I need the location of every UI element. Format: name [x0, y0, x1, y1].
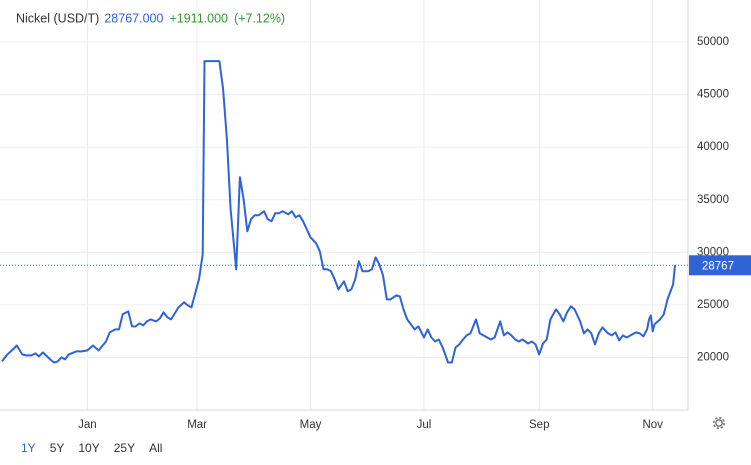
y-tick-label: 50000	[697, 36, 729, 48]
range-button[interactable]: 1Y	[21, 441, 36, 455]
chart-title: Nickel (USD/T)	[16, 11, 99, 25]
range-selector: 1Y 5Y 10Y 25Y All	[14, 441, 169, 455]
settings-button[interactable]	[710, 414, 728, 432]
range-button[interactable]: 10Y	[78, 441, 100, 455]
last-price-label: 28767	[702, 260, 734, 272]
chart: Nickel (USD/T) 28767.000 +1911.000 (+7.1…	[0, 0, 751, 431]
quote-change-percent: (+7.12%)	[234, 11, 285, 25]
price-line	[1, 60, 676, 364]
y-tick-label: 30000	[697, 246, 729, 258]
y-tick-label: 40000	[697, 141, 729, 153]
x-tick-label: Jan	[78, 419, 97, 431]
range-button[interactable]: All	[149, 441, 163, 455]
x-tick-label: Mar	[187, 419, 207, 431]
quote-price: 28767.000	[104, 11, 163, 25]
range-button[interactable]: 5Y	[49, 441, 65, 455]
y-tick-label: 20000	[697, 351, 729, 363]
x-tick-label: Jul	[417, 419, 432, 431]
quote-change: +1911.000	[169, 11, 228, 25]
y-tick-label: 25000	[697, 299, 729, 311]
last-price-badge	[689, 255, 751, 276]
y-tick-label: 45000	[697, 89, 729, 101]
x-tick-label: Nov	[642, 419, 663, 431]
range-button[interactable]: 25Y	[113, 441, 136, 455]
x-tick-label: Sep	[529, 419, 549, 431]
y-tick-label: 35000	[697, 194, 729, 206]
x-tick-label: May	[300, 419, 322, 431]
